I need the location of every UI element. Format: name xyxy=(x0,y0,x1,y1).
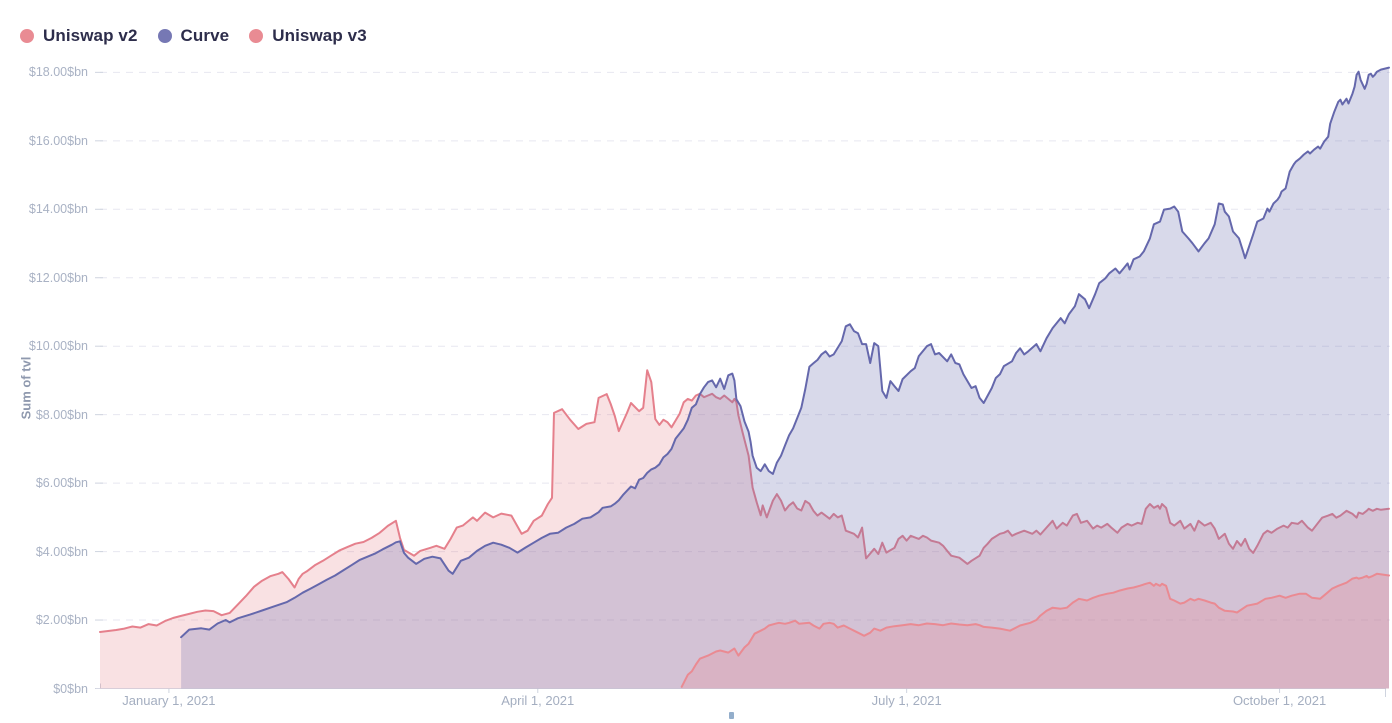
legend-label: Uniswap v3 xyxy=(272,26,367,45)
resize-handle-icon[interactable] xyxy=(729,712,734,719)
x-axis-tick-label: October 1, 2021 xyxy=(1232,693,1327,708)
y-axis-tick-label: $16.00$bn xyxy=(28,133,88,148)
y-axis-tick-label: $10.00$bn xyxy=(28,339,88,354)
legend-dot-icon xyxy=(157,29,172,43)
y-axis-tick-label: $8.00$bn xyxy=(35,407,88,422)
y-axis-tick-label: $0$bn xyxy=(53,681,88,696)
legend-item-curve[interactable]: Curve xyxy=(157,26,230,46)
legend-label: Uniswap v2 xyxy=(43,26,138,45)
y-axis-tick-label: $6.00$bn xyxy=(35,476,88,491)
y-axis-tick-label: $12.00$bn xyxy=(28,270,88,285)
legend-dot-icon xyxy=(249,29,264,43)
series-area-uniswap-v2 xyxy=(100,370,1389,689)
series-area-uniswap-v3 xyxy=(681,573,1389,689)
y-axis-tick-label: $18.00$bn xyxy=(28,65,88,80)
legend-dot-icon xyxy=(20,29,34,43)
y-axis-tick-label: $4.00$bn xyxy=(35,544,88,559)
y-axis-tick-label: $2.00$bn xyxy=(35,613,88,628)
legend-item-uniswap-v2[interactable]: Uniswap v2 xyxy=(20,26,138,46)
y-axis-tick-label: $14.00$bn xyxy=(28,202,88,217)
series-line-uniswap-v3 xyxy=(680,572,1390,688)
series-area-curve xyxy=(181,67,1390,689)
series-line-curve xyxy=(180,66,1390,639)
legend-item-uniswap-v3[interactable]: Uniswap v3 xyxy=(249,26,367,46)
series-line-uniswap-v2 xyxy=(99,369,1390,633)
chart-legend: Uniswap v2 Curve Uniswap v3 xyxy=(20,26,367,46)
x-axis-tick-label: April 1, 2021 xyxy=(501,693,575,708)
x-axis-tick-label: January 1, 2021 xyxy=(122,693,216,708)
legend-label: Curve xyxy=(180,26,230,45)
x-axis-tick-label: July 1, 2021 xyxy=(871,693,942,708)
